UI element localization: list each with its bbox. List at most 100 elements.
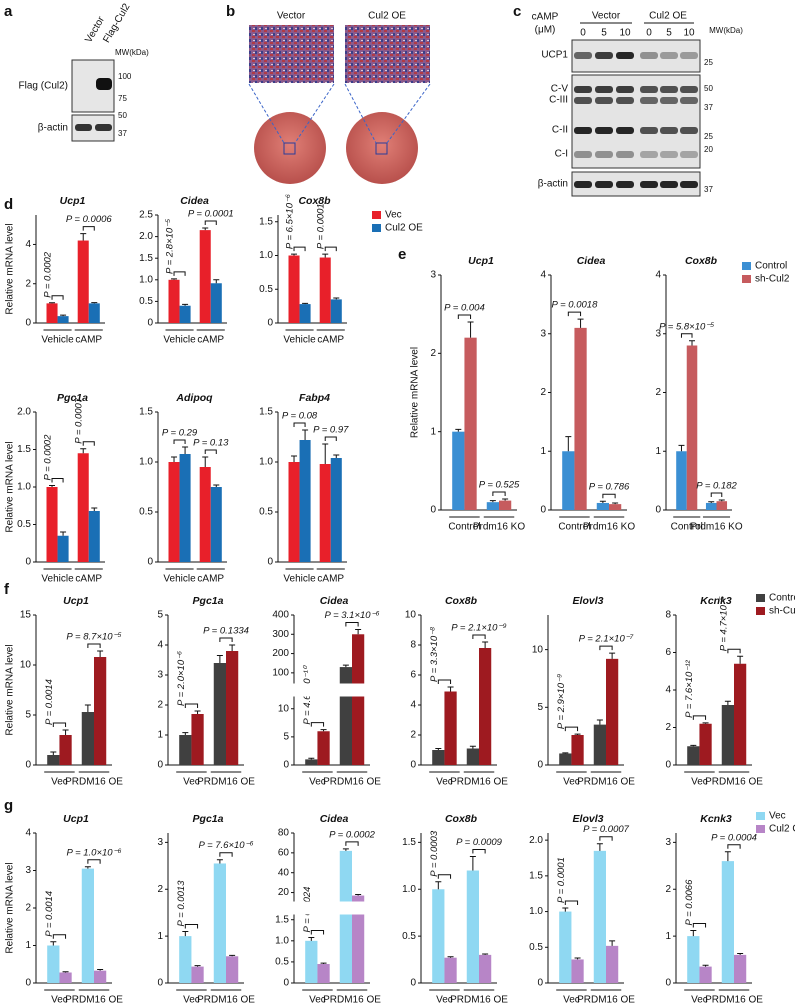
mw-label: 50: [704, 84, 713, 93]
group-label: Vector: [592, 11, 621, 22]
bar: [593, 850, 606, 983]
lane-label: Flag-Cul2: [101, 1, 132, 44]
y-axis-label: Relative mRNA level: [5, 223, 16, 314]
panel-letter: a: [4, 3, 13, 20]
mw-title: MW(kDa): [115, 48, 149, 57]
chart-title: Elovl3: [573, 813, 604, 825]
y-tick-label: 6: [410, 670, 416, 681]
error-bar: [562, 752, 569, 754]
p-value: P = 0.0001: [556, 857, 567, 903]
error-bar: [320, 962, 327, 965]
bar: [210, 487, 222, 562]
y-tick-label: 3: [665, 837, 671, 848]
bar: [226, 956, 239, 983]
significance-bracket: [219, 637, 233, 642]
error-bar: [182, 930, 189, 937]
y-tick-label: 3: [25, 865, 31, 876]
error-bar: [469, 855, 476, 871]
blot-row-label: β-actin: [38, 123, 68, 134]
y-tick-label: 2: [25, 903, 31, 914]
bar: [593, 724, 606, 765]
blot-band: [574, 52, 592, 59]
significance-bracket: [293, 246, 306, 252]
y-tick-label: 0: [157, 978, 163, 989]
y-tick-label: 2: [430, 348, 436, 359]
y-tick-label: 3: [655, 328, 661, 339]
bar: [88, 303, 100, 323]
x-tick-label: Prdm16 KO: [583, 522, 635, 533]
error-bar: [574, 957, 581, 960]
blot-band: [640, 86, 658, 93]
chart-title: Cox8b: [445, 595, 478, 607]
p-value: P = 2.9×10⁻⁹: [556, 674, 567, 729]
y-tick-label: 0: [25, 760, 31, 771]
error-bar: [702, 964, 709, 967]
p-value: P = 0.08: [282, 411, 318, 422]
bar: [721, 705, 734, 765]
bar: [432, 750, 445, 765]
significance-bracket: [184, 703, 199, 708]
significance-bracket: [437, 874, 452, 879]
bar-chart: Kcnk3 0 1 2 3 Vec P = 0.0066 PRDM16 OE P = 0.000…: [665, 811, 795, 1006]
significance-bracket: [87, 643, 101, 648]
y-tick-label: 0: [410, 978, 416, 989]
treatment-label: (μM): [535, 25, 556, 36]
blot-band: [595, 151, 613, 158]
micrograph: [345, 25, 430, 83]
error-bar: [718, 499, 725, 502]
p-value: P = 7.6×10⁻⁶: [198, 840, 253, 851]
blot-band: [640, 151, 658, 158]
y-tick-label: 2.5: [139, 210, 153, 221]
y-tick-label: 0: [147, 318, 153, 329]
bar: [559, 911, 572, 983]
bar: [226, 651, 239, 765]
blot-band: [680, 127, 698, 134]
bar: [676, 451, 687, 510]
significance-bracket: [51, 295, 64, 300]
x-tick-label: Vehicle: [163, 574, 196, 585]
chart-title: Kcnk3: [700, 813, 732, 825]
p-value: P = 0.0018: [552, 300, 599, 311]
blot-panels: Vector Flag-Cul2 MW(kDa) Flag (Cul2) β-a…: [19, 1, 743, 197]
blot-band: [640, 127, 658, 134]
bar: [571, 735, 584, 765]
legend-swatch: [372, 211, 381, 219]
error-bar: [60, 531, 67, 536]
x-tick-label: cAMP: [197, 574, 224, 585]
bar: [606, 945, 619, 983]
error-bar: [97, 650, 104, 657]
dose-label: 10: [619, 28, 631, 39]
x-tick-label: PRDM16 OE: [65, 995, 123, 1006]
significance-bracket: [82, 441, 95, 446]
micrograph: [249, 25, 334, 83]
x-tick-label: PRDM16 OE: [197, 777, 255, 788]
axis-break: [290, 683, 372, 697]
bar: [59, 972, 72, 983]
legend-swatch: [756, 825, 765, 833]
error-bar: [574, 733, 581, 735]
blot-band: [595, 181, 613, 188]
significance-bracket: [564, 900, 579, 905]
bar: [168, 279, 180, 323]
y-tick-label: 0.5: [139, 507, 153, 518]
y-tick-label: 1.5: [259, 407, 273, 418]
error-bar: [489, 500, 496, 503]
bar: [606, 658, 619, 765]
error-bar: [213, 279, 220, 284]
x-tick-label: PRDM16 OE: [577, 995, 635, 1006]
significance-bracket: [173, 439, 186, 444]
error-bar: [502, 498, 509, 501]
y-tick-label: 5: [157, 610, 163, 621]
p-value: P = 2.1×10⁻⁷: [579, 634, 634, 645]
bar: [179, 305, 191, 323]
x-tick-label: Vec: [691, 777, 708, 788]
significance-bracket: [324, 436, 337, 441]
error-bar: [182, 446, 189, 454]
x-tick-label: PRDM16 OE: [197, 995, 255, 1006]
blot-band: [75, 124, 92, 131]
y-tick-label: 0: [283, 978, 289, 989]
blot-band: [574, 86, 592, 93]
blot-row-label: Flag (Cul2): [19, 81, 68, 92]
chart-title: Pgc1a: [193, 813, 224, 825]
y-tick-label: 100: [272, 667, 289, 678]
